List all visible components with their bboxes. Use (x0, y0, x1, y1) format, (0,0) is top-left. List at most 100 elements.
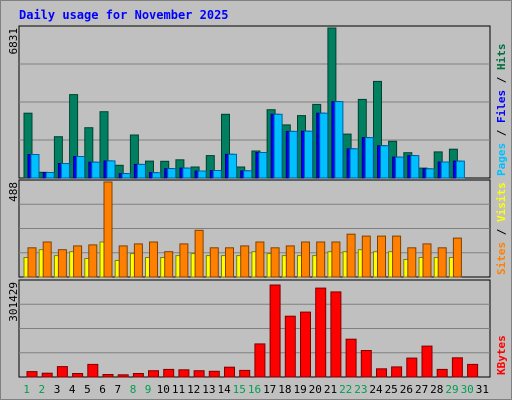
bar-sites-day-24: Sites 24: 210 (377, 235, 386, 278)
bar-kbytes-day-24: KBytes 24: 26000 (376, 368, 387, 378)
x-tick-label-day-16: 16 (248, 383, 261, 396)
bar-sites-day-2: Sites 2: 180 (42, 241, 52, 278)
bar-kbytes-day-21: KBytes 21: 270000 (330, 291, 342, 378)
bar-sites-day-26: Sites 26: 150 (407, 247, 417, 278)
x-tick-label-day-18: 18 (278, 383, 291, 396)
bar-kbytes-day-28: KBytes 28: 24000 (436, 368, 448, 378)
x-tick-label-day-8: 8 (130, 383, 137, 396)
x-tick-label-day-31: 31 (476, 383, 489, 396)
x-tick-label-day-29: 29 (445, 383, 458, 396)
bar-kbytes-day-7: KBytes 7: 7000 (117, 374, 129, 378)
bar-sites-day-21: Sites 21: 180 (331, 241, 341, 278)
legend-separator: / (495, 123, 508, 143)
legend-separator: / (495, 70, 508, 90)
bar-sites-day-10: Sites 10: 130 (164, 251, 174, 278)
bar-sites-day-18: Sites 18: 160 (285, 245, 295, 278)
bar-sites-day-20: Sites 20: 180 (316, 241, 326, 278)
x-tick-label-day-21: 21 (324, 383, 337, 396)
bar-pages-day-16: Pages 16: 1160 (258, 152, 268, 179)
bar-kbytes-day-11: KBytes 11: 23000 (178, 369, 190, 378)
x-tick-label-day-15: 15 (233, 383, 246, 396)
bar-sites-day-17: Sites 17: 150 (270, 247, 280, 278)
bar-sites-day-4: Sites 4: 160 (73, 245, 83, 278)
bar-pages-day-26: Pages 26: 1020 (410, 155, 420, 179)
bar-pages-day-5: Pages 5: 720 (91, 161, 101, 179)
bar-sites-day-29: Sites 29: 200 (452, 237, 462, 278)
bar-kbytes-day-2: KBytes 2: 12000 (41, 372, 53, 378)
bar-pages-day-9: Pages 9: 240 (152, 172, 161, 179)
legend-kbytes: KBytes (495, 335, 508, 375)
bar-pages-day-2: Pages 2: 250 (45, 172, 55, 179)
bar-pages-day-17: Pages 17: 2900 (273, 113, 283, 179)
bar-kbytes-day-16: KBytes 16: 105000 (254, 343, 266, 378)
bar-sites-day-13: Sites 13: 150 (209, 247, 219, 278)
x-tick-label-day-27: 27 (415, 383, 428, 396)
bar-sites-day-25: Sites 25: 210 (392, 235, 402, 278)
x-tick-label-day-5: 5 (84, 383, 91, 396)
bar-pages-day-3: Pages 3: 660 (60, 163, 70, 179)
x-tick-label-day-23: 23 (354, 383, 367, 396)
bar-kbytes-day-20: KBytes 20: 282000 (315, 287, 327, 378)
bottom-legend: KBytes (495, 335, 508, 375)
bar-kbytes-day-29: KBytes 29: 61000 (451, 357, 463, 378)
x-tick-label-day-7: 7 (114, 383, 121, 396)
legend-separator: / (495, 222, 508, 242)
bar-sites-day-14: Sites 14: 150 (225, 247, 234, 278)
bar-kbytes-day-14: KBytes 14: 31000 (224, 366, 235, 378)
bar-kbytes-day-15: KBytes 15: 21000 (239, 369, 251, 378)
bar-kbytes-day-26: KBytes 26: 60000 (406, 357, 418, 378)
bar-pages-day-4: Pages 4: 980 (76, 156, 86, 179)
bar-sites-day-9: Sites 9: 180 (149, 241, 158, 278)
bar-kbytes-day-30: KBytes 30: 40000 (467, 363, 479, 378)
bar-sites-day-23: Sites 23: 210 (361, 235, 371, 278)
bar-sites-day-28: Sites 28: 150 (437, 247, 447, 278)
x-tick-label-day-11: 11 (172, 383, 185, 396)
bar-kbytes-day-23: KBytes 23: 84000 (360, 350, 372, 378)
bar-pages-day-24: Pages 24: 1470 (380, 145, 389, 179)
x-tick-label-day-30: 30 (461, 383, 474, 396)
bar-sites-day-1: Sites 1: 150 (27, 247, 37, 278)
bar-pages-day-23: Pages 23: 1840 (364, 137, 374, 179)
bar-sites-day-5: Sites 5: 165 (88, 244, 98, 278)
bar-sites-day-3: Sites 3: 140 (57, 249, 67, 278)
bar-kbytes-day-10: KBytes 10: 24000 (163, 368, 175, 378)
bar-kbytes-day-17: KBytes 17: 292000 (269, 284, 281, 378)
bar-kbytes-day-3: KBytes 3: 33000 (56, 366, 68, 378)
bar-pages-day-27: Pages 27: 420 (425, 168, 435, 179)
bar-pages-day-1: Pages 1: 1070 (30, 154, 40, 179)
top-legend: Pages / Files / Hits (495, 44, 508, 177)
bar-pages-day-22: Pages 22: 1330 (349, 148, 359, 179)
bar-pages-day-10: Pages 10: 430 (167, 168, 177, 179)
bar-sites-day-19: Sites 19: 180 (301, 241, 310, 278)
bar-kbytes-day-22: KBytes 22: 120000 (345, 338, 357, 378)
bar-sites-day-8: Sites 8: 170 (133, 243, 143, 278)
bar-pages-day-11: Pages 11: 450 (182, 167, 192, 179)
bar-pages-day-7: Pages 7: 200 (121, 173, 131, 179)
x-tick-label-day-22: 22 (339, 383, 352, 396)
bar-kbytes-day-27: KBytes 27: 98000 (421, 345, 433, 378)
bar-sites-day-16: Sites 16: 180 (255, 241, 265, 278)
x-tick-label-day-20: 20 (309, 383, 322, 396)
bar-sites-day-22: Sites 22: 220 (346, 233, 356, 278)
x-tick-label-day-25: 25 (385, 383, 398, 396)
bar-pages-day-12: Pages 12: 320 (197, 170, 207, 179)
chart-title: Daily usage for November 2025 (19, 8, 229, 22)
bar-pages-day-8: Pages 8: 620 (136, 163, 146, 179)
bar-pages-day-25: Pages 25: 950 (395, 156, 405, 179)
bar-kbytes-day-4: KBytes 4: 11000 (72, 373, 84, 378)
x-tick-label-day-13: 13 (202, 383, 215, 396)
middle-ymax-label: 488 (7, 182, 20, 202)
legend-visits: Visits (495, 182, 508, 222)
bar-kbytes-day-1: KBytes 1: 17000 (26, 371, 38, 378)
bar-pages-day-21: Pages 21: 3480 (334, 101, 344, 179)
bar-kbytes-day-9: KBytes 9: 20000 (148, 370, 159, 378)
bar-pages-day-28: Pages 28: 730 (440, 161, 450, 179)
legend-hits: Hits (495, 44, 508, 71)
top-ymax-label: 6831 (7, 28, 20, 55)
bar-kbytes-day-25: KBytes 25: 32000 (391, 366, 403, 378)
bar-pages-day-18: Pages 18: 2120 (288, 130, 298, 179)
bar-kbytes-day-19: KBytes 19: 206000 (300, 311, 311, 378)
bar-kbytes-day-5: KBytes 5: 40000 (87, 363, 99, 378)
bar-kbytes-day-13: KBytes 13: 18000 (208, 370, 220, 378)
